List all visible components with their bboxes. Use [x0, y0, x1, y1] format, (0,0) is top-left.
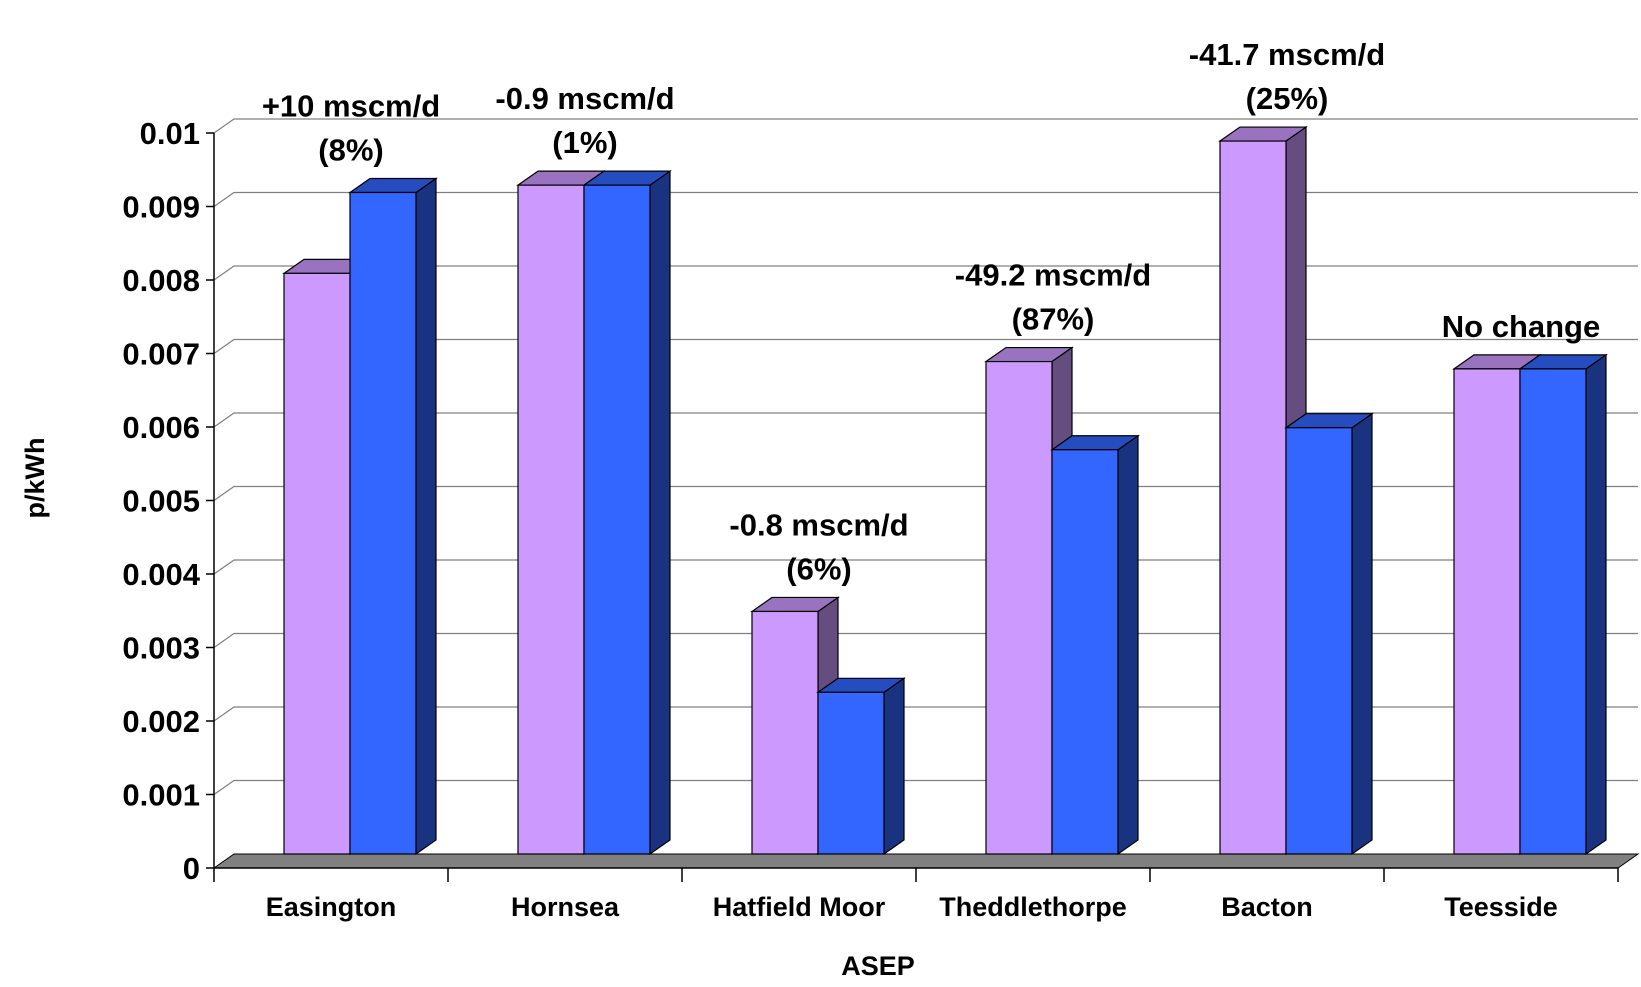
labels: 0 0.001 0.002 0.003 0.004 0.005 0.006 0.007 0.00… — [122, 37, 1600, 922]
y-tick-label: 0.002 — [122, 704, 200, 739]
bar-side — [1117, 434, 1139, 856]
bar-annotation: -41.7 mscm/d — [1189, 37, 1385, 72]
bar-front — [1519, 368, 1587, 855]
bar-annotation: (6%) — [786, 551, 851, 586]
gridline — [213, 412, 1638, 428]
y-axis-title: p/kWh — [20, 438, 50, 519]
gridline — [213, 485, 1638, 501]
bar-front — [583, 184, 651, 855]
bar-front — [1219, 140, 1287, 855]
y-tick-label: 0.009 — [122, 190, 200, 225]
bar — [348, 177, 438, 856]
x-tick-label: Hatfield Moor — [713, 892, 886, 922]
bar-front — [751, 610, 819, 855]
bar-annotation: (1%) — [552, 125, 617, 160]
bar-side — [883, 677, 905, 856]
y-tick-label: 0.007 — [122, 337, 200, 372]
gridline — [213, 559, 1638, 575]
x-tick-label: Bacton — [1221, 892, 1313, 922]
bar-annotation: -49.2 mscm/d — [955, 258, 1151, 293]
bar-front — [1285, 427, 1353, 855]
bar-side — [415, 177, 437, 856]
x-tick-label: Hornsea — [511, 892, 620, 922]
gridline — [213, 191, 1638, 207]
y-tick-label: 0.008 — [122, 263, 200, 298]
y-tick-label: 0.004 — [122, 557, 200, 592]
bar-front — [985, 360, 1053, 855]
bar-annotation: -0.8 mscm/d — [729, 507, 908, 542]
y-tick-label: 0.003 — [122, 631, 200, 666]
bar-front — [817, 691, 885, 855]
bar — [1284, 412, 1374, 856]
x-tick-label: Teesside — [1444, 892, 1558, 922]
y-tick-label: 0 — [183, 851, 200, 886]
bar — [1050, 434, 1140, 856]
x-tick-label: Easington — [266, 892, 397, 922]
bar-front — [283, 272, 351, 855]
x-tick-label: Theddlethorpe — [939, 892, 1127, 922]
floor — [212, 853, 1640, 869]
axes — [206, 132, 1619, 882]
y-tick-label: 0.001 — [122, 778, 200, 813]
bar-front — [1453, 368, 1521, 855]
bar-front — [517, 184, 585, 855]
bar-side — [1585, 353, 1607, 856]
gridline — [213, 265, 1638, 281]
bar-annotation: (8%) — [318, 133, 383, 168]
gridline — [213, 706, 1638, 722]
bar-annotation: (25%) — [1246, 81, 1329, 116]
bar — [582, 169, 672, 856]
gridline — [213, 118, 1638, 134]
y-tick-label: 0.006 — [122, 410, 200, 445]
bar-front — [349, 191, 417, 855]
bar-front — [1051, 449, 1119, 855]
x-axis-title: ASEP — [841, 951, 915, 981]
bar — [1518, 353, 1608, 856]
gridline — [213, 338, 1638, 354]
y-tick-label: 0.01 — [140, 116, 200, 151]
gridlines — [213, 118, 1638, 795]
bars — [282, 125, 1608, 856]
bar-annotation: +10 mscm/d — [262, 89, 440, 124]
bar-annotation: No change — [1442, 309, 1600, 344]
bar-annotation: -0.9 mscm/d — [495, 81, 674, 116]
bar — [816, 677, 906, 856]
bar-annotation: (87%) — [1012, 302, 1095, 337]
gridline — [213, 779, 1638, 795]
chart-floor — [212, 853, 1640, 869]
bar-side — [1351, 412, 1373, 856]
gridline — [213, 632, 1638, 648]
bar-side — [649, 169, 671, 856]
y-tick-label: 0.005 — [122, 484, 200, 519]
